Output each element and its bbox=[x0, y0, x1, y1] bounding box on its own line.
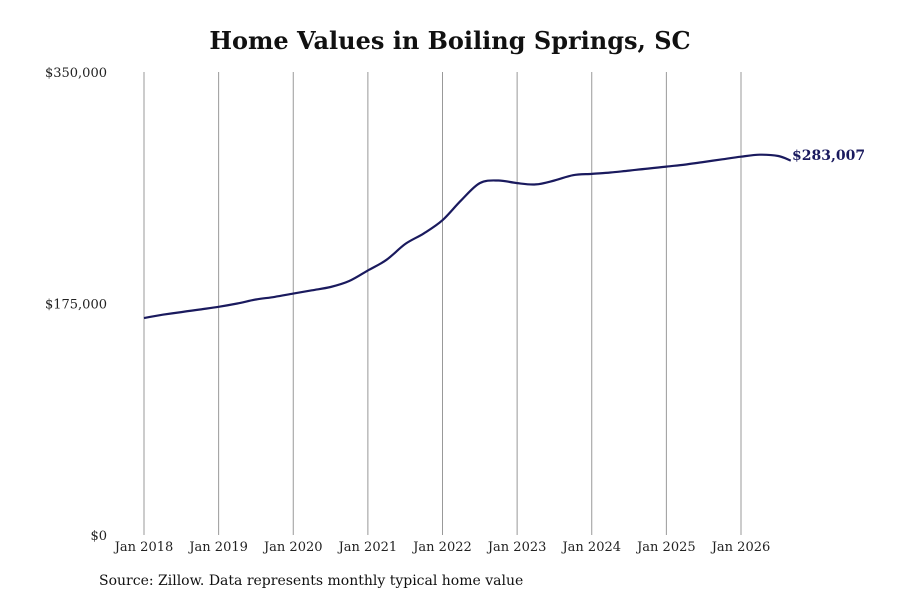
x-tick-label: Jan 2024 bbox=[560, 540, 621, 555]
grid-lines bbox=[143, 72, 742, 535]
x-tick-label: Jan 2018 bbox=[113, 540, 174, 555]
series-line bbox=[143, 153, 792, 320]
y-tick-label: $350,000 bbox=[45, 66, 107, 81]
y-tick-label: $175,000 bbox=[45, 298, 107, 313]
y-axis-ticks: $0 $175,000 $350,000 bbox=[45, 66, 107, 544]
end-label-layer: $283,007 bbox=[792, 148, 865, 164]
x-axis-ticks: Jan 2018 Jan 2019 Jan 2020 Jan 2021 Jan 2022… bbox=[113, 540, 771, 555]
x-tick-label: Jan 2025 bbox=[635, 540, 696, 555]
x-tick-label: Jan 2019 bbox=[187, 540, 248, 555]
x-tick-label: Jan 2023 bbox=[486, 540, 547, 555]
series-layer bbox=[143, 153, 792, 320]
x-tick-label: Jan 2022 bbox=[411, 540, 472, 555]
x-tick-label: Jan 2021 bbox=[337, 540, 398, 555]
chart-title: Home Values in Boiling Springs, SC bbox=[209, 26, 691, 55]
end-value-label: $283,007 bbox=[792, 148, 865, 164]
y-tick-label: $0 bbox=[90, 529, 107, 544]
x-tick-label: Jan 2020 bbox=[262, 540, 323, 555]
chart-source-note: Source: Zillow. Data represents monthly … bbox=[99, 573, 524, 589]
x-tick-label: Jan 2026 bbox=[710, 540, 771, 555]
